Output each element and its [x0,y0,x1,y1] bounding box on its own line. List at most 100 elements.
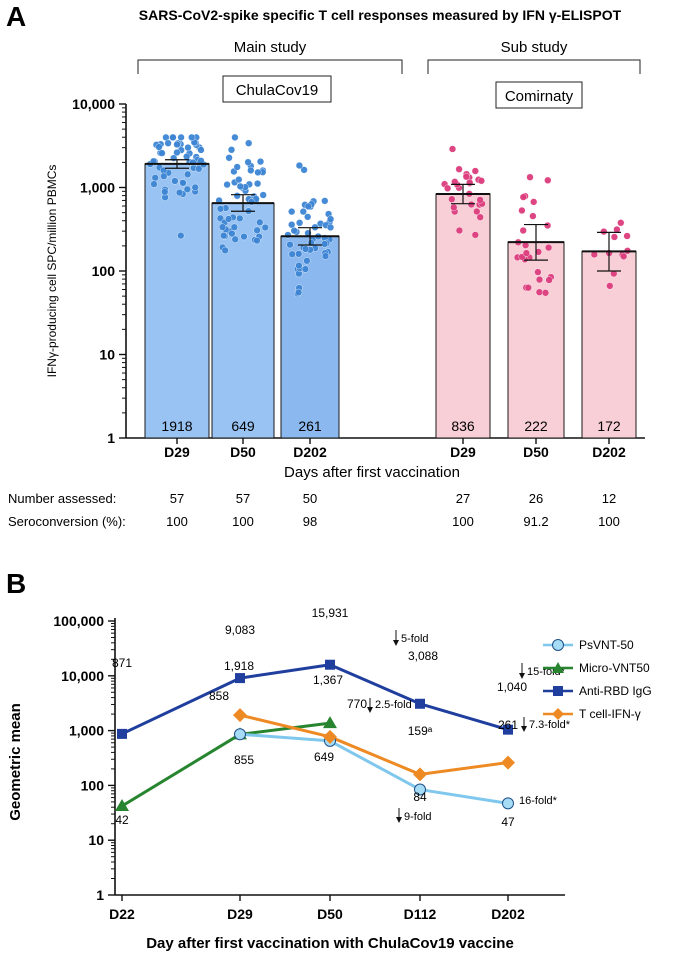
data-point-chulacov19-d50 [230,223,238,231]
ps-label-d29: 858 [209,689,229,703]
data-point-chulacov19-d202 [288,221,296,229]
legend-label-microvnt50: Micro-VNT50 [579,661,650,675]
chulacov19-box [222,75,332,103]
data-point-chulacov19-d202 [302,245,310,253]
data-point-comirnaty-d50 [541,289,550,297]
panel-b-x-ticks: D22 D29 D50 D112 D202 [109,895,525,922]
marker-anti-rbd-igg-d50 [325,659,335,670]
data-point-chulacov19-d29 [183,153,191,161]
fold-annotation-tcell-d50: 2.5-fold [367,698,412,713]
fold-annotation-tcell-d202: 7.3-fold* [521,717,571,732]
data-point-chulacov19-d50 [253,226,261,234]
number-assessed-label: Number assessed: [8,491,116,506]
number-assessed-chulacov19-d29: 57 [170,491,184,506]
number-assessed-chulacov19-d202: 50 [303,491,317,506]
data-point-chulacov19-d29 [155,143,163,151]
x-tick-label-comirnaty-d50: D50 [523,444,549,460]
data-point-chulacov19-d29 [169,133,177,142]
data-point-chulacov19-d202 [295,250,303,258]
data-point-chulacov19-d50 [225,154,233,162]
marker-psvnt-50-d112 [414,783,426,796]
data-point-chulacov19-d29 [161,188,169,196]
ps-label-d112: 84 [413,790,427,804]
data-point-comirnaty-d50 [543,221,552,230]
data-point-chulacov19-d202 [288,250,296,258]
legend-marker-microvnt50 [552,662,564,673]
data-point-chulacov19-d202 [321,252,330,260]
data-point-chulacov19-d202 [295,288,303,297]
data-point-chulacov19-d202 [299,208,307,216]
seroconversion-chulacov19-d50: 100 [232,514,254,529]
legend-marker-anti-rbd-igg [553,686,563,696]
data-point-chulacov19-d29 [195,165,203,173]
b-x-tick-label-d50: D50 [317,906,343,922]
series-line-psvnt-50 [239,732,509,805]
data-point-chulacov19-d202 [326,223,335,232]
data-point-comirnaty-d29 [448,195,456,203]
data-point-chulacov19-d50 [220,232,228,240]
data-point-comirnaty-d50 [526,173,534,181]
main-study-label: Main study [234,39,307,56]
y-tick-label-1: 1 [107,430,115,446]
data-point-chulacov19-d50 [253,237,261,245]
b-y-tick-label-10: 10 [88,832,104,848]
data-point-comirnaty-d202 [606,282,614,290]
legend-marker-psvnt50 [552,639,564,651]
data-point-chulacov19-d50 [218,223,227,231]
data-point-comirnaty-d29 [476,196,484,204]
data-point-chulacov19-d29 [183,185,191,193]
data-point-comirnaty-d50 [545,276,553,284]
b-y-tick-label-1: 1 [96,887,104,903]
data-point-chulacov19-d202 [304,202,312,211]
data-point-chulacov19-d29 [184,144,192,152]
panel-a-y-axis-label: IFNγ-producing cell SPC/million PBMCs [45,165,59,378]
data-point-chulacov19-d29 [177,232,185,240]
marker-anti-rbd-igg-d29 [235,673,245,684]
data-point-chulacov19-d202 [303,257,311,265]
data-point-chulacov19-d202 [321,197,329,205]
data-point-chulacov19-d50 [248,198,256,206]
seroconversion-chulacov19-d202: 98 [303,514,317,529]
panel-a-y-ticks: 1 10 100 1,000 10,000 [72,96,126,446]
data-point-chulacov19-d50 [261,223,269,232]
b-x-tick-label-d29: D29 [227,906,253,922]
value-label-chulacov19-d29: 1918 [161,418,192,434]
value-label-chulacov19-d202: 261 [298,418,322,434]
panel-b-markers [115,659,515,812]
rbd-label-d50: 15,931 [312,606,349,620]
legend-item-anti-rbd-igg: Anti-RBD IgG [543,684,652,698]
data-point-chulacov19-d29 [173,148,181,157]
fold-label-tcell-d50: 2.5-fold [375,699,412,711]
data-point-chulacov19-d50 [223,181,231,189]
data-point-comirnaty-d50 [534,268,542,276]
panel-a-value-labels: 1918 649 261 836 222 172 [161,418,620,434]
b-y-tick-label-1-000: 1,000 [69,723,104,739]
data-point-chulacov19-d29 [164,139,172,147]
panel-b-value-labels: 871 9,083 15,931 3,088 1,040 1,918 770 1… [112,606,527,829]
y-tick-label-100: 100 [92,263,116,279]
marker-t-cell-ifn-d112 [413,767,427,782]
data-point-comirnaty-d50 [524,284,532,292]
b-x-tick-label-d112: D112 [404,906,437,922]
data-point-comirnaty-d50 [522,249,531,257]
data-point-chulacov19-d50 [227,146,236,154]
data-point-chulacov19-d29 [188,133,196,142]
data-point-chulacov19-d50 [245,139,253,147]
data-point-chulacov19-d50 [231,235,239,243]
data-point-comirnaty-d50 [535,276,544,284]
rbd-label-d112: 3,088 [408,649,438,663]
bar-comirnaty-d29 [435,193,491,439]
down-arrow-head-icon [367,707,373,713]
data-point-chulacov19-d202 [286,241,294,249]
data-point-chulacov19-d202 [296,219,304,227]
data-point-chulacov19-d50 [228,230,236,238]
data-point-chulacov19-d50 [221,246,229,255]
seroconversion-comirnaty-d50: 91.2 [523,514,548,529]
fold-annotation-ps-d112: 9-fold [396,808,432,823]
data-point-chulacov19-d202 [300,166,308,174]
seroconversion-label: Seroconversion (%): [8,514,126,529]
value-label-comirnaty-d29: 836 [451,418,475,434]
data-point-chulacov19-d50 [259,191,267,199]
data-point-chulacov19-d29 [150,180,158,188]
data-point-chulacov19-d29 [184,170,192,178]
